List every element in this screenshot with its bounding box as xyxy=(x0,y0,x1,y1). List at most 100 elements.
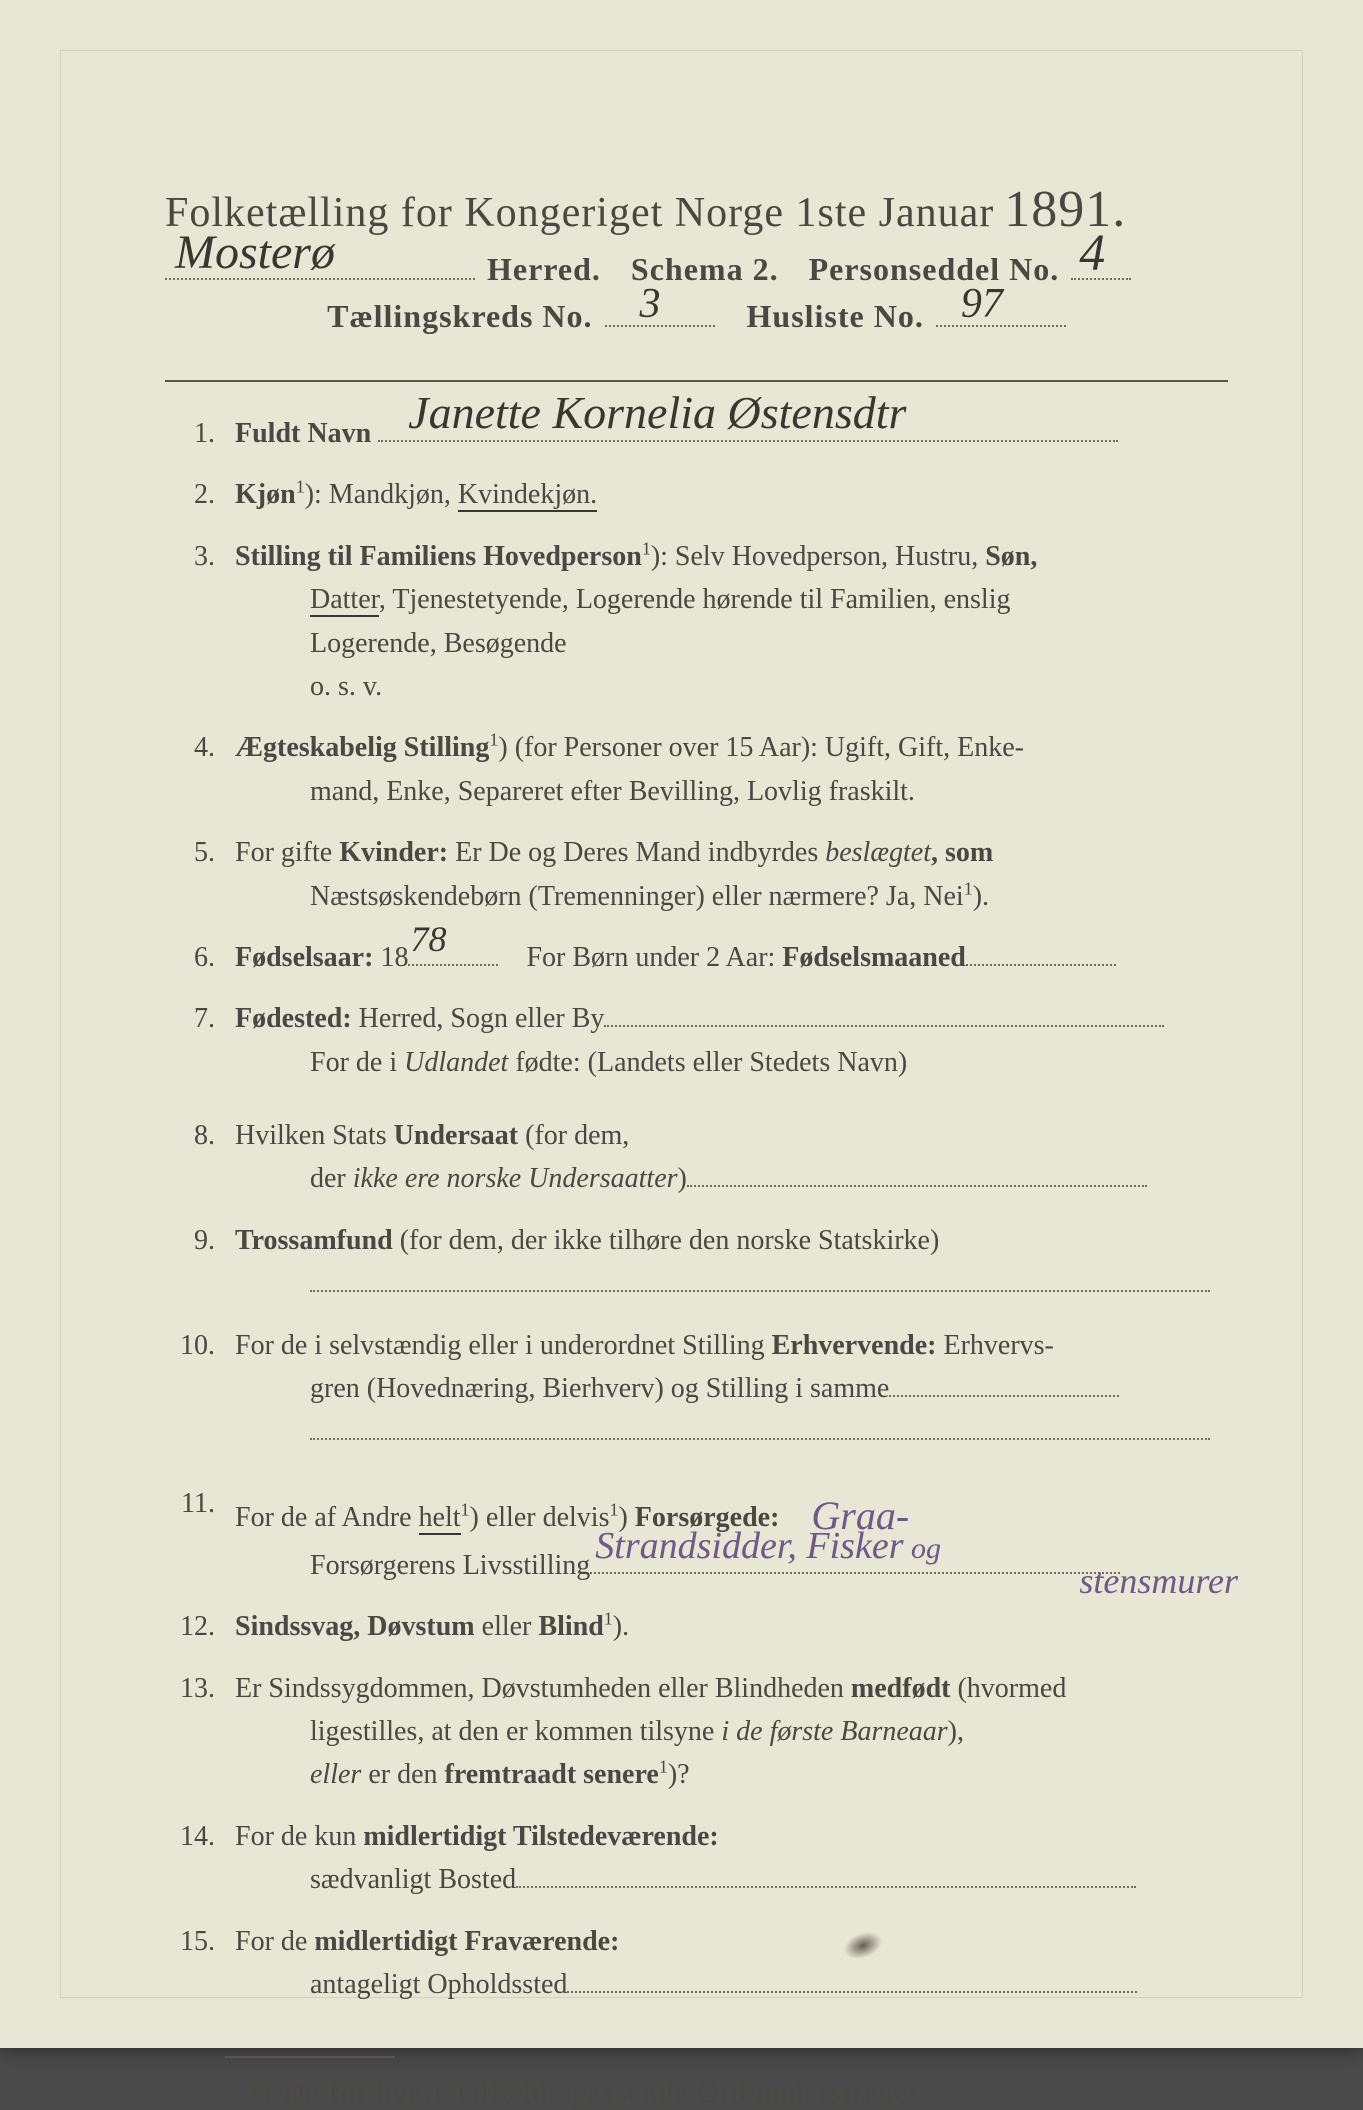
item-3: 3. Stilling til Familiens Hovedperson1):… xyxy=(165,535,1228,709)
document-page: Folketælling for Kongeriget Norge 1ste J… xyxy=(0,0,1363,2048)
text-3e: o. s. v. xyxy=(235,671,382,702)
num-3: 3. xyxy=(165,535,235,709)
value-1: Janette Kornelia Østensdtr xyxy=(408,377,906,448)
label-12a: Sindssvag, Døvstum xyxy=(235,1611,475,1642)
pre-6: 18 xyxy=(373,942,408,973)
text-11a: For de af Andre xyxy=(235,1502,419,1533)
erhvervende: Erhvervende: xyxy=(772,1330,937,1361)
field-1: Janette Kornelia Østensdtr xyxy=(378,440,1118,442)
item-2: 2. Kjøn1): Mandkjøn, Kvindekjøn. xyxy=(165,473,1228,516)
num-15: 15. xyxy=(165,1920,235,2007)
sup-5: 1 xyxy=(964,878,973,898)
text-10b: Erhvervs- xyxy=(936,1330,1053,1361)
text-13f: er den xyxy=(361,1759,444,1790)
text-5b: Er De og Deres Mand indbyrdes xyxy=(448,837,825,868)
field-15 xyxy=(567,1991,1137,1993)
udlandet: Udlandet xyxy=(404,1047,508,1078)
item-9: 9. Trossamfund (for dem, der ikke tilhør… xyxy=(165,1219,1228,1306)
body-12: Sindssvag, Døvstum eller Blind1). xyxy=(235,1605,1228,1648)
maaned: Fødselsmaaned xyxy=(782,942,966,973)
num-13: 13. xyxy=(165,1667,235,1797)
field-14 xyxy=(516,1886,1136,1888)
text-13b: (hvormed xyxy=(950,1673,1066,1704)
body-11: For de af Andre helt1) eller delvis1) Fo… xyxy=(235,1482,1228,1587)
value-11b: stensmurer xyxy=(1079,1554,1238,1610)
body-10: For de i selvstændig eller i underordnet… xyxy=(235,1324,1228,1454)
text-3d: Logerende, Besøgende xyxy=(235,628,567,659)
herred-field: Mosterø xyxy=(165,278,475,280)
num-10: 10. xyxy=(165,1324,235,1454)
text-6b: For Børn under 2 Aar: xyxy=(526,942,782,973)
item-13: 13. Er Sindssygdommen, Døvstumheden elle… xyxy=(165,1667,1228,1797)
husliste-no: 97 xyxy=(961,280,1003,328)
text-12c: ). xyxy=(613,1611,629,1642)
text-3c: , Tjenestetyende, Logerende hørende til … xyxy=(379,584,1011,615)
field-9 xyxy=(310,1290,1210,1292)
taellingskreds-label: Tællingskreds No. xyxy=(327,298,592,335)
som: , som xyxy=(931,837,993,868)
medfodt: medfødt xyxy=(851,1673,951,1704)
text-8c: der xyxy=(310,1163,353,1194)
line-13-3: eller er den fremtraadt senere1)? xyxy=(235,1759,690,1790)
text-7b: Herred, Sogn eller By xyxy=(352,1003,605,1034)
item-6: 6. Fødselsaar: 18 78 For Børn under 2 Aa… xyxy=(165,936,1228,979)
item-5: 5. For gifte Kvinder: Er De og Deres Man… xyxy=(165,831,1228,918)
husliste-label: Husliste No. xyxy=(747,298,924,335)
sup-12: 1 xyxy=(604,1609,613,1629)
field-11: Strandsidder, Fisker og xyxy=(590,1572,1120,1574)
text-13g: )? xyxy=(668,1759,690,1790)
ikke-norske: ikke ere norske Undersaatter xyxy=(353,1163,678,1194)
personseddel-label: Personseddel No. xyxy=(809,251,1060,288)
text-9b: (for dem, der ikke tilhøre den norske St… xyxy=(393,1225,940,1256)
num-5: 5. xyxy=(165,831,235,918)
body-13: Er Sindssygdommen, Døvstumheden eller Bl… xyxy=(235,1667,1228,1797)
body-15: For de midlertidigt Fraværende: antageli… xyxy=(235,1920,1228,2007)
taellingskreds-no: 3 xyxy=(640,280,661,328)
kvinder: Kvinder: xyxy=(339,837,448,868)
body-8: Hvilken Stats Undersaat (for dem, der ik… xyxy=(235,1114,1228,1201)
sup-2: 1 xyxy=(296,477,305,497)
undersaat: Undersaat xyxy=(394,1120,518,1151)
text-14b: sædvanligt Bosted xyxy=(235,1864,516,1895)
year-6: 78 xyxy=(410,912,446,968)
num-8: 8. xyxy=(165,1114,235,1201)
num-14: 14. xyxy=(165,1815,235,1902)
mid-15: midlertidigt Fraværende: xyxy=(314,1926,619,1957)
header-line-3: Tællingskreds No. 3 Husliste No. 97 xyxy=(165,298,1228,335)
text-15b: antageligt Opholdssted xyxy=(235,1969,567,2000)
item-1: 1. Fuldt Navn Janette Kornelia Østensdtr xyxy=(165,412,1228,455)
item-15: 15. For de midlertidigt Fraværende: anta… xyxy=(165,1920,1228,2007)
value-11-main: Strandsidder, Fisker xyxy=(595,1525,903,1567)
item-11: 11. For de af Andre helt1) eller delvis1… xyxy=(165,1482,1228,1587)
label-1: Fuldt Navn xyxy=(235,418,371,449)
line-3-2: Datter, Tjenestetyende, Logerende hørend… xyxy=(235,584,1010,615)
num-7: 7. xyxy=(165,997,235,1084)
text-13d: ), xyxy=(948,1716,964,1747)
sup-3: 1 xyxy=(642,538,651,558)
field-10a xyxy=(889,1395,1119,1397)
eller: eller xyxy=(310,1759,361,1790)
beslaegtet: beslægtet xyxy=(825,837,931,868)
label-2: Kjøn xyxy=(235,479,296,510)
personseddel-no: 4 xyxy=(1079,224,1105,283)
text-5c: Næstsøskendebørn (Tremenninger) eller næ… xyxy=(235,881,964,912)
num-11: 11. xyxy=(165,1482,235,1587)
item-10: 10. For de i selvstændig eller i underor… xyxy=(165,1324,1228,1454)
footnote-marker: ¹) xyxy=(250,2078,274,2109)
text-8d: ) xyxy=(678,1163,687,1194)
label-9a: Trossamfund xyxy=(235,1225,393,1256)
title-year: 1891. xyxy=(1004,180,1126,239)
field-6: 78 xyxy=(408,964,498,966)
kvindekjon: Kvindekjøn. xyxy=(458,479,597,512)
item-8: 8. Hvilken Stats Undersaat (for dem, der… xyxy=(165,1114,1228,1201)
text-15a: For de xyxy=(235,1926,314,1957)
helt: helt xyxy=(419,1502,461,1535)
line-7-2: For de i Udlandet fødte: (Landets eller … xyxy=(235,1047,907,1078)
sup-13: 1 xyxy=(659,1757,668,1777)
item-14: 14. For de kun midlertidigt Tilstedevære… xyxy=(165,1815,1228,1902)
line-8-2: der ikke ere norske Undersaatter) xyxy=(235,1163,1147,1194)
body-9: Trossamfund (for dem, der ikke tilhøre d… xyxy=(235,1219,1228,1306)
text-10c: gren (Hovednæring, Bierhverv) og Stillin… xyxy=(235,1373,889,1404)
body-4: Ægteskabelig Stilling1) (for Personer ov… xyxy=(235,726,1228,813)
text-5a: For gifte xyxy=(235,837,339,868)
